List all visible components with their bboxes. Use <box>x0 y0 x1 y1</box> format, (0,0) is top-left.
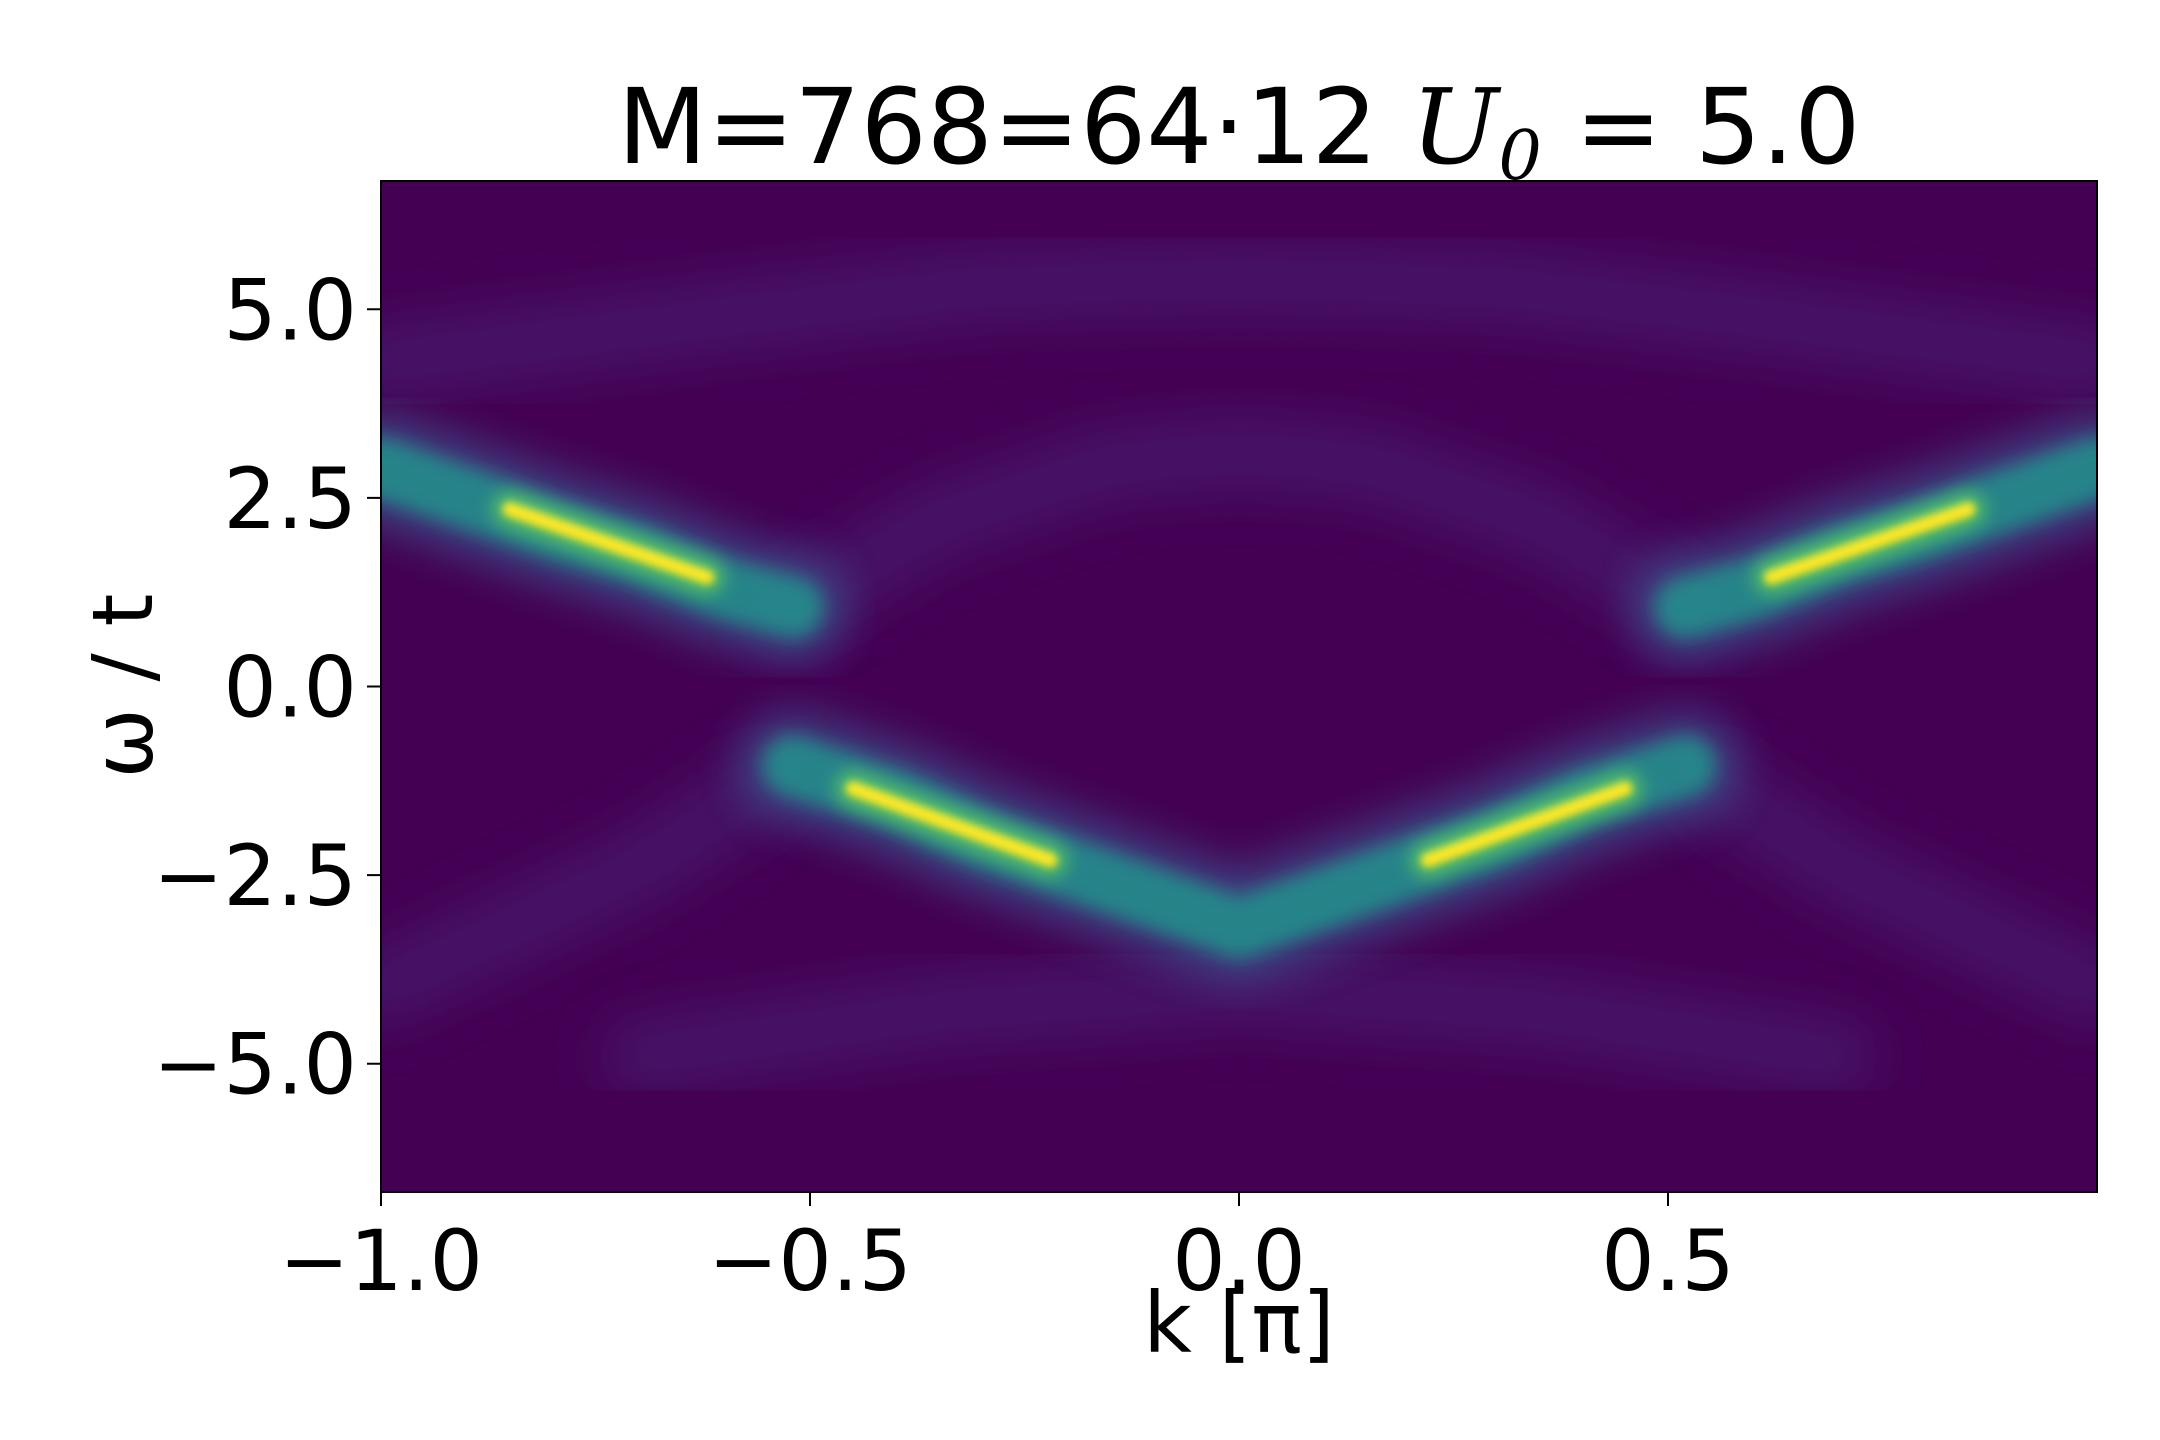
peak-lower-left <box>845 781 1058 867</box>
shadow-arc-lower-right <box>1675 749 2097 1024</box>
y-tick-label: 2.5 <box>223 450 357 548</box>
y-tick-label: −2.5 <box>153 827 357 925</box>
x-axis-ticks: −1.0 −0.5 0.0 0.5 <box>279 1192 1735 1310</box>
shadow-arc-inner-top <box>757 417 1721 643</box>
shadow-arc-lower-left <box>381 749 803 1024</box>
y-tick-label: 5.0 <box>223 261 357 359</box>
title-prefix: M=768=64·12 <box>618 66 1411 188</box>
heatmap-plot-area <box>381 181 2097 1192</box>
x-tick-label: −1.0 <box>279 1212 483 1310</box>
title-variable: U <box>1411 66 1502 188</box>
shadow-arc-outer-top <box>381 244 2097 398</box>
faint-spectral-weight <box>381 244 2097 1092</box>
x-tick-label: 0.0 <box>1172 1212 1306 1310</box>
chart-title: M=768=64·12 U0 = 5.0 <box>618 66 1861 196</box>
peak-upper-left <box>502 502 714 585</box>
bright-peaks <box>492 492 1986 877</box>
y-axis-label: ω / t <box>74 594 172 779</box>
peak-lower-right <box>1420 781 1633 867</box>
title-suffix: = 5.0 <box>1542 66 1861 188</box>
x-axis-label: k [π] <box>1143 1274 1334 1372</box>
x-tick-label: −0.5 <box>708 1212 912 1310</box>
y-tick-label: −5.0 <box>153 1016 357 1114</box>
peak-upper-right <box>1764 502 1976 585</box>
y-axis-ticks: 5.0 2.5 0.0 −2.5 −5.0 <box>153 261 381 1114</box>
x-tick-label: 0.5 <box>1601 1212 1735 1310</box>
y-tick-label: 0.0 <box>223 639 357 737</box>
shadow-arc-bottom <box>603 953 1875 1092</box>
